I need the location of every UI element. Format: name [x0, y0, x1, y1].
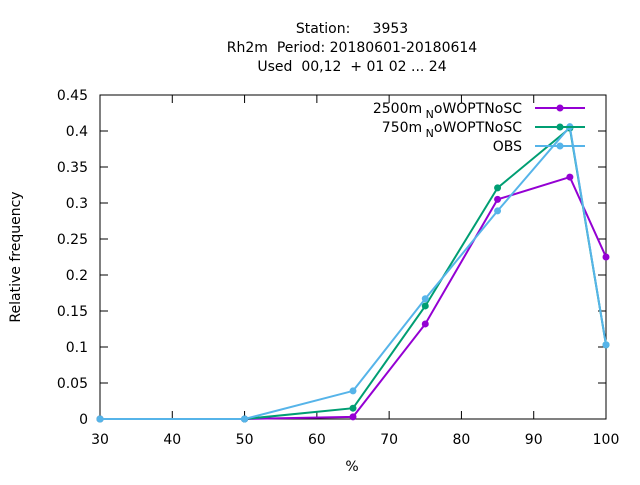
x-tick-label: 60 — [308, 432, 326, 448]
title-line-1: Station: 3953 — [296, 21, 408, 37]
legend-entry: 750m NoWOPTNoSC — [382, 120, 585, 140]
legend-label: 2500m NoWOPTNoSC — [373, 101, 522, 121]
data-point — [349, 404, 357, 412]
data-point — [421, 302, 429, 310]
legend-entry: OBS — [493, 139, 585, 155]
data-point — [96, 415, 104, 423]
data-point — [421, 295, 429, 303]
y-tick-label: 0.2 — [66, 268, 88, 284]
legend-label: 750m NoWOPTNoSC — [382, 120, 522, 140]
y-axis-label: Relative frequency — [8, 191, 24, 322]
y-tick-label: 0.3 — [66, 196, 88, 212]
y-tick-label: 0 — [79, 412, 88, 428]
x-tick-label: 90 — [525, 432, 543, 448]
x-tick-label: 70 — [380, 432, 398, 448]
title-line-3: Used 00,12 + 01 02 ... 24 — [257, 59, 446, 75]
legend-entry: 2500m NoWOPTNoSC — [373, 101, 585, 121]
data-point — [241, 415, 249, 423]
y-tick-label: 0.35 — [57, 160, 88, 176]
data-point — [494, 195, 502, 203]
y-axis: 0 0.05 0.1 0.15 0.2 0.25 0.3 0.35 0.4 0.45 — [57, 88, 606, 428]
legend-swatch-marker — [556, 142, 564, 150]
series-1 — [96, 173, 610, 423]
x-tick-label: 50 — [236, 432, 254, 448]
x-axis: 30 40 50 60 70 80 90 100 — [91, 95, 619, 448]
series-line — [100, 124, 607, 420]
data-point — [566, 173, 574, 181]
series-line — [100, 175, 607, 420]
x-tick-label: 30 — [91, 432, 109, 448]
data-point — [602, 341, 610, 349]
y-tick-label: 0.05 — [57, 376, 88, 392]
y-tick-label: 0.4 — [66, 124, 88, 140]
data-point — [494, 207, 502, 215]
data-point — [494, 184, 502, 192]
series-3 — [96, 123, 610, 423]
y-tick-label: 0.45 — [57, 88, 88, 104]
x-tick-label: 80 — [453, 432, 471, 448]
data-point — [349, 413, 357, 421]
legend-label: OBS — [493, 139, 522, 155]
x-tick-label: 100 — [593, 432, 620, 448]
y-tick-label: 0.1 — [66, 340, 88, 356]
legend-swatch-marker — [556, 123, 564, 131]
series-layer — [96, 123, 610, 423]
x-axis-label: % — [345, 459, 358, 475]
legend-swatch-marker — [556, 104, 564, 112]
chart-title: Station: 3953 Rh2m Period: 20180601-2018… — [227, 21, 478, 75]
data-point — [602, 253, 610, 261]
x-tick-label: 40 — [163, 432, 181, 448]
title-line-2: Rh2m Period: 20180601-20180614 — [227, 40, 478, 56]
data-point — [349, 387, 357, 395]
y-tick-label: 0.25 — [57, 232, 88, 248]
data-point — [421, 320, 429, 328]
plot-frame — [99, 94, 607, 420]
y-tick-label: 0.15 — [57, 304, 88, 320]
